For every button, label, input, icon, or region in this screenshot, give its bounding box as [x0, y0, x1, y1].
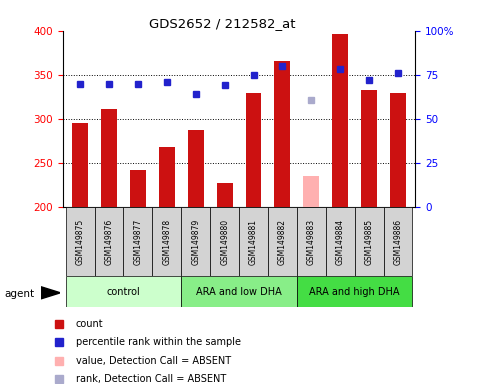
Text: GSM149885: GSM149885 — [365, 219, 374, 265]
Bar — [239, 207, 268, 276]
Bar — [72, 123, 88, 207]
Bar — [210, 207, 239, 276]
Bar — [101, 109, 117, 207]
Bar — [124, 207, 152, 276]
Bar — [152, 207, 181, 276]
Text: ARA and low DHA: ARA and low DHA — [196, 287, 282, 297]
Text: ARA and high DHA: ARA and high DHA — [310, 287, 400, 297]
Bar — [181, 207, 210, 276]
Text: GSM149882: GSM149882 — [278, 219, 287, 265]
Bar — [159, 147, 175, 207]
Bar — [332, 34, 348, 207]
Bar — [95, 207, 124, 276]
Bar — [188, 130, 204, 207]
Text: GSM149878: GSM149878 — [162, 219, 171, 265]
Text: agent: agent — [5, 289, 35, 299]
Text: GSM149875: GSM149875 — [76, 219, 85, 265]
Bar — [130, 170, 146, 207]
Text: GSM149876: GSM149876 — [104, 219, 114, 265]
Text: GSM149884: GSM149884 — [336, 219, 345, 265]
Text: GSM149883: GSM149883 — [307, 219, 316, 265]
Bar — [361, 90, 377, 207]
Text: count: count — [76, 319, 103, 329]
Text: GSM149881: GSM149881 — [249, 219, 258, 265]
Text: GSM149880: GSM149880 — [220, 219, 229, 265]
Bar — [390, 93, 406, 207]
Bar — [303, 177, 319, 207]
Text: rank, Detection Call = ABSENT: rank, Detection Call = ABSENT — [76, 374, 226, 384]
Text: control: control — [107, 287, 141, 297]
Bar — [181, 276, 297, 307]
Bar — [355, 207, 384, 276]
Text: GSM149877: GSM149877 — [133, 219, 142, 265]
Text: GSM149886: GSM149886 — [394, 219, 402, 265]
Text: value, Detection Call = ABSENT: value, Detection Call = ABSENT — [76, 356, 231, 366]
Bar — [384, 207, 412, 276]
Bar — [268, 207, 297, 276]
Bar — [66, 207, 95, 276]
Bar — [66, 276, 181, 307]
Bar — [326, 207, 355, 276]
Bar — [217, 183, 233, 207]
Text: GSM149879: GSM149879 — [191, 219, 200, 265]
Bar — [245, 93, 261, 207]
Text: GDS2652 / 212582_at: GDS2652 / 212582_at — [149, 17, 296, 30]
Polygon shape — [41, 287, 60, 299]
Bar — [297, 276, 412, 307]
Bar — [297, 207, 326, 276]
Text: percentile rank within the sample: percentile rank within the sample — [76, 338, 241, 348]
Bar — [274, 61, 290, 207]
